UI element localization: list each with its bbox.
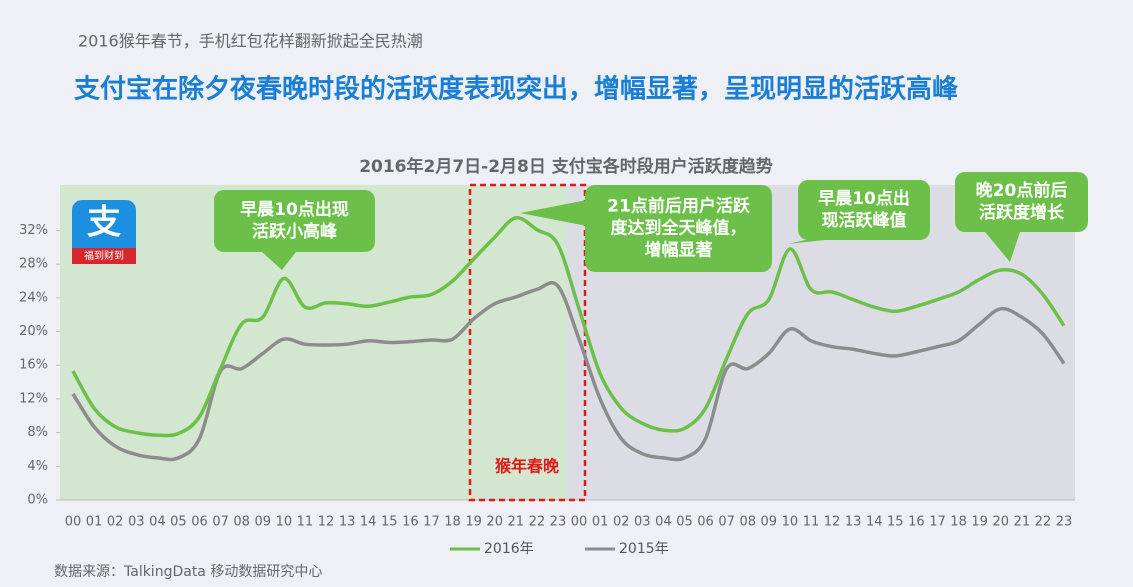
x-tick-label: 12 [318, 515, 335, 530]
x-tick-label: 11 [803, 515, 820, 530]
logo-band [72, 248, 136, 264]
x-tick-label: 16 [402, 515, 419, 530]
x-tick-label: 07 [212, 515, 229, 530]
x-tick-label: 15 [887, 515, 904, 530]
x-tick-label: 11 [297, 515, 314, 530]
y-tick-label: 0% [27, 493, 48, 508]
callout-text: 活跃度增长 [979, 202, 1065, 223]
x-tick-label: 06 [191, 515, 208, 530]
callout-pointer [262, 252, 296, 270]
logo: 支 福到财到 [72, 200, 136, 264]
source: 数据来源：TalkingData 移动数据研究中心 [54, 564, 322, 580]
x-tick-label: 04 [149, 515, 166, 530]
x-tick-label: 10 [276, 515, 293, 530]
x-tick-label: 18 [950, 515, 967, 530]
x-tick-label: 17 [929, 515, 946, 530]
callout-text: 活跃小高峰 [252, 221, 338, 242]
x-tick-label: 22 [1035, 515, 1052, 530]
callout-text: 21点前后用户活跃 [607, 196, 751, 217]
legend-label: 2016年 [484, 541, 534, 557]
callout-box [798, 180, 930, 240]
x-tick-label: 01 [86, 515, 103, 530]
x-tick-label: 23 [1056, 515, 1073, 530]
x-tick-label: 01 [592, 515, 609, 530]
x-tick-label: 08 [739, 515, 756, 530]
x-tick-label: 12 [824, 515, 841, 530]
x-tick-label: 19 [971, 515, 988, 530]
x-tick-label: 19 [465, 515, 482, 530]
x-tick-label: 18 [444, 515, 461, 530]
y-tick-label: 20% [19, 324, 48, 339]
x-tick-label: 21 [1014, 515, 1031, 530]
x-tick-label: 15 [381, 515, 398, 530]
y-tick-label: 28% [19, 257, 48, 272]
highlight-label: 猴年春晚 [495, 457, 559, 476]
x-tick-label: 05 [170, 515, 187, 530]
x-tick-label: 20 [992, 515, 1009, 530]
callout-pointer [788, 240, 825, 244]
x-tick-label: 02 [613, 515, 630, 530]
x-tick-label: 00 [571, 515, 588, 530]
x-tick-label: 08 [233, 515, 250, 530]
x-tick-label: 00 [65, 515, 82, 530]
x-tick-label: 16 [908, 515, 925, 530]
callout-text: 度达到全天峰值， [611, 218, 747, 239]
callout-box [214, 190, 375, 252]
series-line [71, 281, 1066, 462]
x-tick-label: 03 [128, 515, 145, 530]
x-tick-label: 14 [360, 515, 377, 530]
x-tick-label: 06 [697, 515, 714, 530]
x-tick-label: 13 [845, 515, 862, 530]
callout-box [585, 185, 772, 272]
y-tick-label: 4% [27, 459, 48, 474]
x-tick-label: 03 [634, 515, 651, 530]
x-tick-label: 17 [423, 515, 440, 530]
x-tick-label: 10 [782, 515, 799, 530]
x-tick-label: 05 [676, 515, 693, 530]
callout-text: 早晨10点出现 [240, 199, 349, 220]
y-tick-label: 16% [19, 358, 48, 373]
callout-text: 早晨10点出 [818, 188, 910, 209]
logo-tagline: 福到财到 [84, 249, 124, 262]
y-tick-label: 24% [19, 290, 48, 305]
y-tick-label: 32% [19, 223, 48, 238]
series-line [71, 216, 1066, 438]
x-tick-label: 22 [529, 515, 546, 530]
callout-text: 增幅显著 [645, 240, 713, 261]
callout-pointer [520, 200, 587, 226]
x-tick-label: 20 [486, 515, 503, 530]
chart-title: 2016年2月7日-2月8日 支付宝各时段用户活跃度趋势 [359, 156, 773, 177]
x-tick-label: 14 [866, 515, 883, 530]
callout-pointer [985, 232, 1020, 262]
y-tick-label: 12% [19, 391, 48, 406]
headline: 支付宝在除夕夜春晚时段的活跃度表现突出，增幅显著，呈现明显的活跃高峰 [74, 74, 958, 105]
x-tick-label: 09 [254, 515, 271, 530]
x-tick-label: 23 [550, 515, 567, 530]
x-tick-label: 07 [718, 515, 735, 530]
lines [71, 216, 1066, 462]
x-tick-label: 04 [655, 515, 672, 530]
callout-text: 晚20点前后 [976, 180, 1068, 201]
x-tick-label: 21 [508, 515, 525, 530]
kicker: 2016猴年春节，手机红包花样翻新掀起全民热潮 [78, 32, 423, 51]
x-tick-label: 02 [107, 515, 124, 530]
x-tick-label: 13 [339, 515, 356, 530]
highlight-box [468, 183, 587, 502]
callout-box [955, 172, 1088, 232]
legend-label: 2015年 [619, 541, 669, 557]
y-tick-label: 8% [27, 425, 48, 440]
callout-text: 现活跃峰值 [822, 210, 907, 231]
x-tick-label: 09 [761, 515, 778, 530]
logo-glyph: 支 [87, 203, 121, 243]
